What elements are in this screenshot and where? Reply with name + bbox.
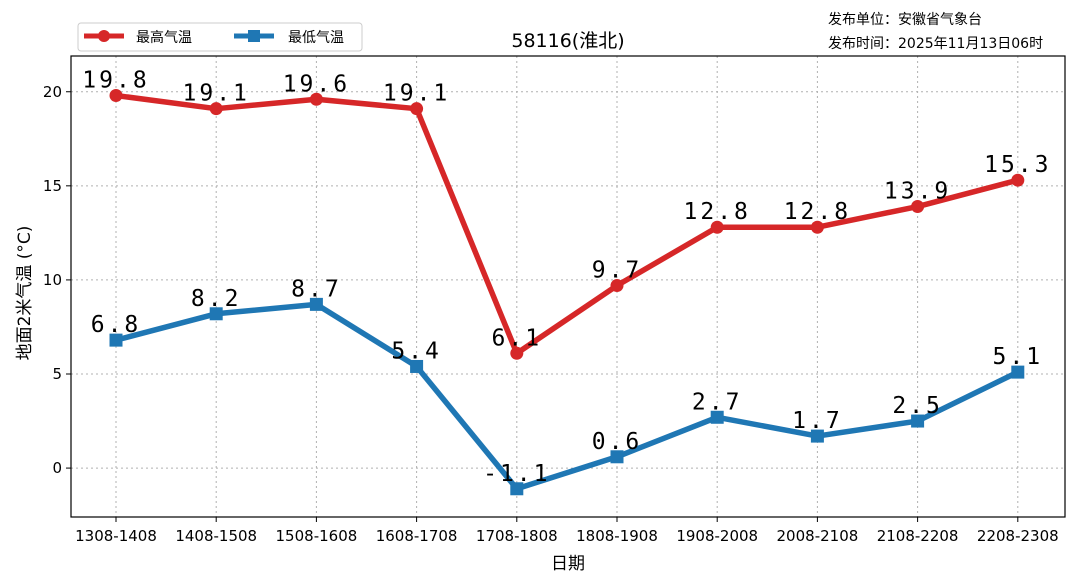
data-point: [109, 333, 123, 347]
data-label: 5.4: [391, 338, 442, 364]
y-tick-label: 10: [43, 271, 62, 289]
data-label: 12.8: [784, 199, 851, 225]
data-point: [610, 450, 624, 464]
y-tick-label: 0: [52, 459, 62, 477]
data-point: [1011, 365, 1025, 379]
issuer-unit: 发布单位：安徽省气象台: [828, 12, 982, 28]
data-point: [610, 279, 624, 293]
data-point: [710, 410, 724, 424]
data-label: 12.8: [684, 199, 751, 225]
x-tick-label: 1408-1508: [175, 527, 257, 545]
data-point: [810, 220, 824, 234]
legend-marker-min: [248, 30, 260, 42]
data-label: 8.7: [291, 276, 342, 302]
data-point: [309, 92, 323, 106]
x-tick-label: 1508-1608: [276, 527, 358, 545]
series-line-max: [113, 92, 1021, 357]
data-label: 2.5: [892, 393, 943, 419]
issuer-time: 发布时间：2025年11月13日06时: [828, 36, 1044, 52]
y-tick-label: 15: [43, 177, 62, 195]
legend: 最高气温 最低气温: [77, 22, 363, 52]
data-label: 8.2: [191, 286, 242, 312]
x-axis-label: 日期: [551, 554, 585, 574]
data-label: 6.1: [492, 325, 543, 351]
data-point: [209, 102, 223, 116]
data-label: 0.6: [592, 429, 643, 455]
data-label: 19.8: [82, 68, 149, 94]
axes: 1308-1408 1408-1508 1508-1608 1608-1708 1708…: [43, 83, 1059, 545]
legend-label-min: 最低气温: [288, 30, 344, 46]
x-tick-label: 2008-2108: [777, 527, 859, 545]
data-label: 9.7: [592, 258, 643, 284]
y-axis-label: 地面2米气温 (°C): [15, 226, 35, 361]
data-point: [209, 307, 223, 321]
plot-frame: [70, 55, 1066, 518]
data-point: [810, 429, 824, 443]
data-label: 2.7: [692, 389, 743, 415]
data-label: 15.3: [984, 152, 1051, 178]
legend-label-max: 最高气温: [136, 29, 192, 46]
data-label: 1.7: [792, 408, 843, 434]
data-point: [309, 297, 323, 311]
data-label: -1.1: [483, 461, 550, 487]
data-point: [911, 414, 925, 428]
series: [109, 89, 1025, 496]
data-point: [710, 220, 724, 234]
y-tick-label: 5: [52, 365, 62, 383]
y-tick-label: 20: [43, 83, 62, 101]
legend-marker-max: [98, 30, 110, 42]
x-tick-label: 2208-2308: [977, 527, 1059, 545]
grid: [71, 56, 1065, 517]
data-label: 13.9: [884, 179, 951, 205]
data-label: 6.8: [91, 312, 142, 338]
data-point: [510, 482, 524, 496]
x-tick-label: 1908-2008: [676, 527, 758, 545]
data-point: [1011, 173, 1025, 187]
legend-frame: [77, 22, 363, 52]
data-point: [410, 102, 424, 116]
data-label: 19.1: [383, 81, 450, 107]
x-tick-label: 2108-2208: [877, 527, 959, 545]
data-point: [911, 200, 925, 214]
x-tick-label: 1708-1808: [476, 527, 558, 545]
data-label: 19.6: [283, 71, 350, 97]
data-label: 5.1: [993, 344, 1044, 370]
data-point: [410, 359, 424, 373]
data-point: [510, 346, 524, 360]
x-tick-label: 1308-1408: [75, 527, 157, 545]
data-point: [109, 89, 123, 103]
data-label: 19.1: [183, 81, 250, 107]
chart-title: 58116(淮北): [511, 30, 624, 52]
series-line-min: [113, 301, 1021, 492]
data-labels: 19.8 19.1 19.6 19.1 6.1 9.7 12.8 12.8 13.9 15.3 6.…: [82, 68, 1051, 487]
x-tick-label: 1808-1908: [576, 527, 658, 545]
x-tick-label: 1608-1708: [376, 527, 458, 545]
